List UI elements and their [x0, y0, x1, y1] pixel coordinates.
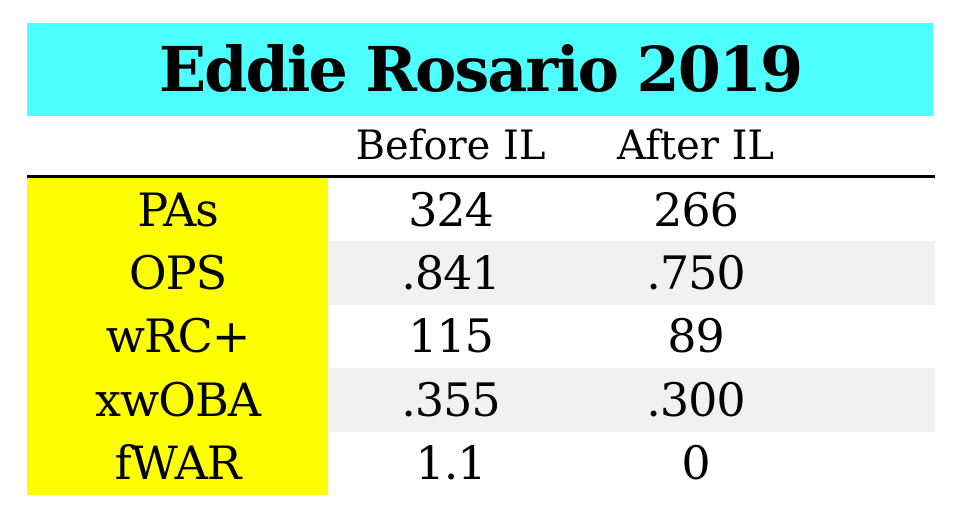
table-row-ops: OPS .841 .750	[27, 241, 935, 305]
value-after: .300	[573, 368, 818, 432]
table-row-wrc-plus: wRC+ 115 89	[27, 304, 935, 369]
header-divider	[27, 175, 935, 178]
page-title: Eddie Rosario 2019	[158, 33, 803, 106]
row-label: wRC+	[27, 304, 328, 369]
value-after: .750	[573, 241, 818, 305]
value-before: 115	[408, 309, 494, 364]
row-label: OPS	[27, 241, 328, 305]
row-filler	[818, 368, 935, 432]
table-row-fwar: fWAR 1.1 0	[27, 431, 935, 495]
value-after: 266	[653, 182, 739, 237]
value-before: .841	[328, 241, 573, 305]
row-filler	[818, 241, 935, 305]
header-row: Before IL After IL	[27, 116, 935, 175]
value-before: 1.1	[415, 436, 486, 491]
table-row-xwoba: xwOBA .355 .300	[27, 368, 935, 432]
row-label: fWAR	[27, 431, 328, 495]
row-label: xwOBA	[27, 368, 328, 432]
table-row-pas: PAs 324 266	[27, 178, 935, 242]
column-header-after-il: After IL	[617, 122, 774, 169]
row-label: PAs	[27, 178, 328, 242]
header-filler	[818, 116, 935, 175]
value-after: 0	[681, 436, 710, 491]
value-after: 89	[667, 309, 725, 364]
value-before: .355	[328, 368, 573, 432]
title-banner: Eddie Rosario 2019	[27, 23, 933, 116]
stats-table: Before IL After IL PAs 324 266 OPS .841 …	[27, 116, 935, 495]
row-filler	[818, 432, 935, 495]
value-before: 324	[408, 182, 494, 237]
header-spacer	[27, 116, 328, 175]
row-filler	[818, 305, 935, 368]
row-filler	[818, 178, 935, 241]
column-header-before-il: Before IL	[355, 122, 546, 169]
